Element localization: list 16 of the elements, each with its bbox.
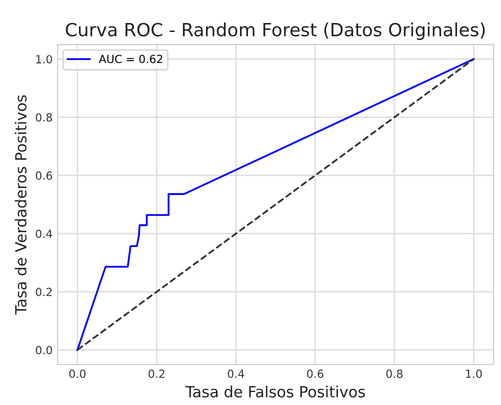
x-axis-title: Tasa de Falsos Positivos	[185, 386, 365, 398]
chart-title: Curva ROC - Random Forest (Datos Originales)	[66, 22, 485, 40]
y-tick-label: 0.6	[36, 171, 52, 180]
y-tick-label: 0.2	[36, 288, 52, 296]
legend-label: AUC = 0.62	[98, 54, 162, 64]
y-tick-label: 0.0	[36, 346, 52, 354]
x-tick-label: 1.0	[466, 370, 482, 378]
y-tick-label: 0.8	[36, 113, 52, 122]
x-tick-label: 0.0	[69, 370, 86, 378]
x-tick-label: 0.6	[307, 370, 324, 378]
y-tick-label: 0.4	[36, 230, 52, 238]
x-tick-label: 0.4	[228, 370, 244, 378]
y-tick-label: 1.0	[36, 55, 52, 64]
x-tick-label: 0.2	[148, 370, 164, 378]
x-tick-label: 0.8	[386, 370, 402, 378]
y-axis-title: Tasa de Verdaderos Positivos	[14, 95, 27, 315]
